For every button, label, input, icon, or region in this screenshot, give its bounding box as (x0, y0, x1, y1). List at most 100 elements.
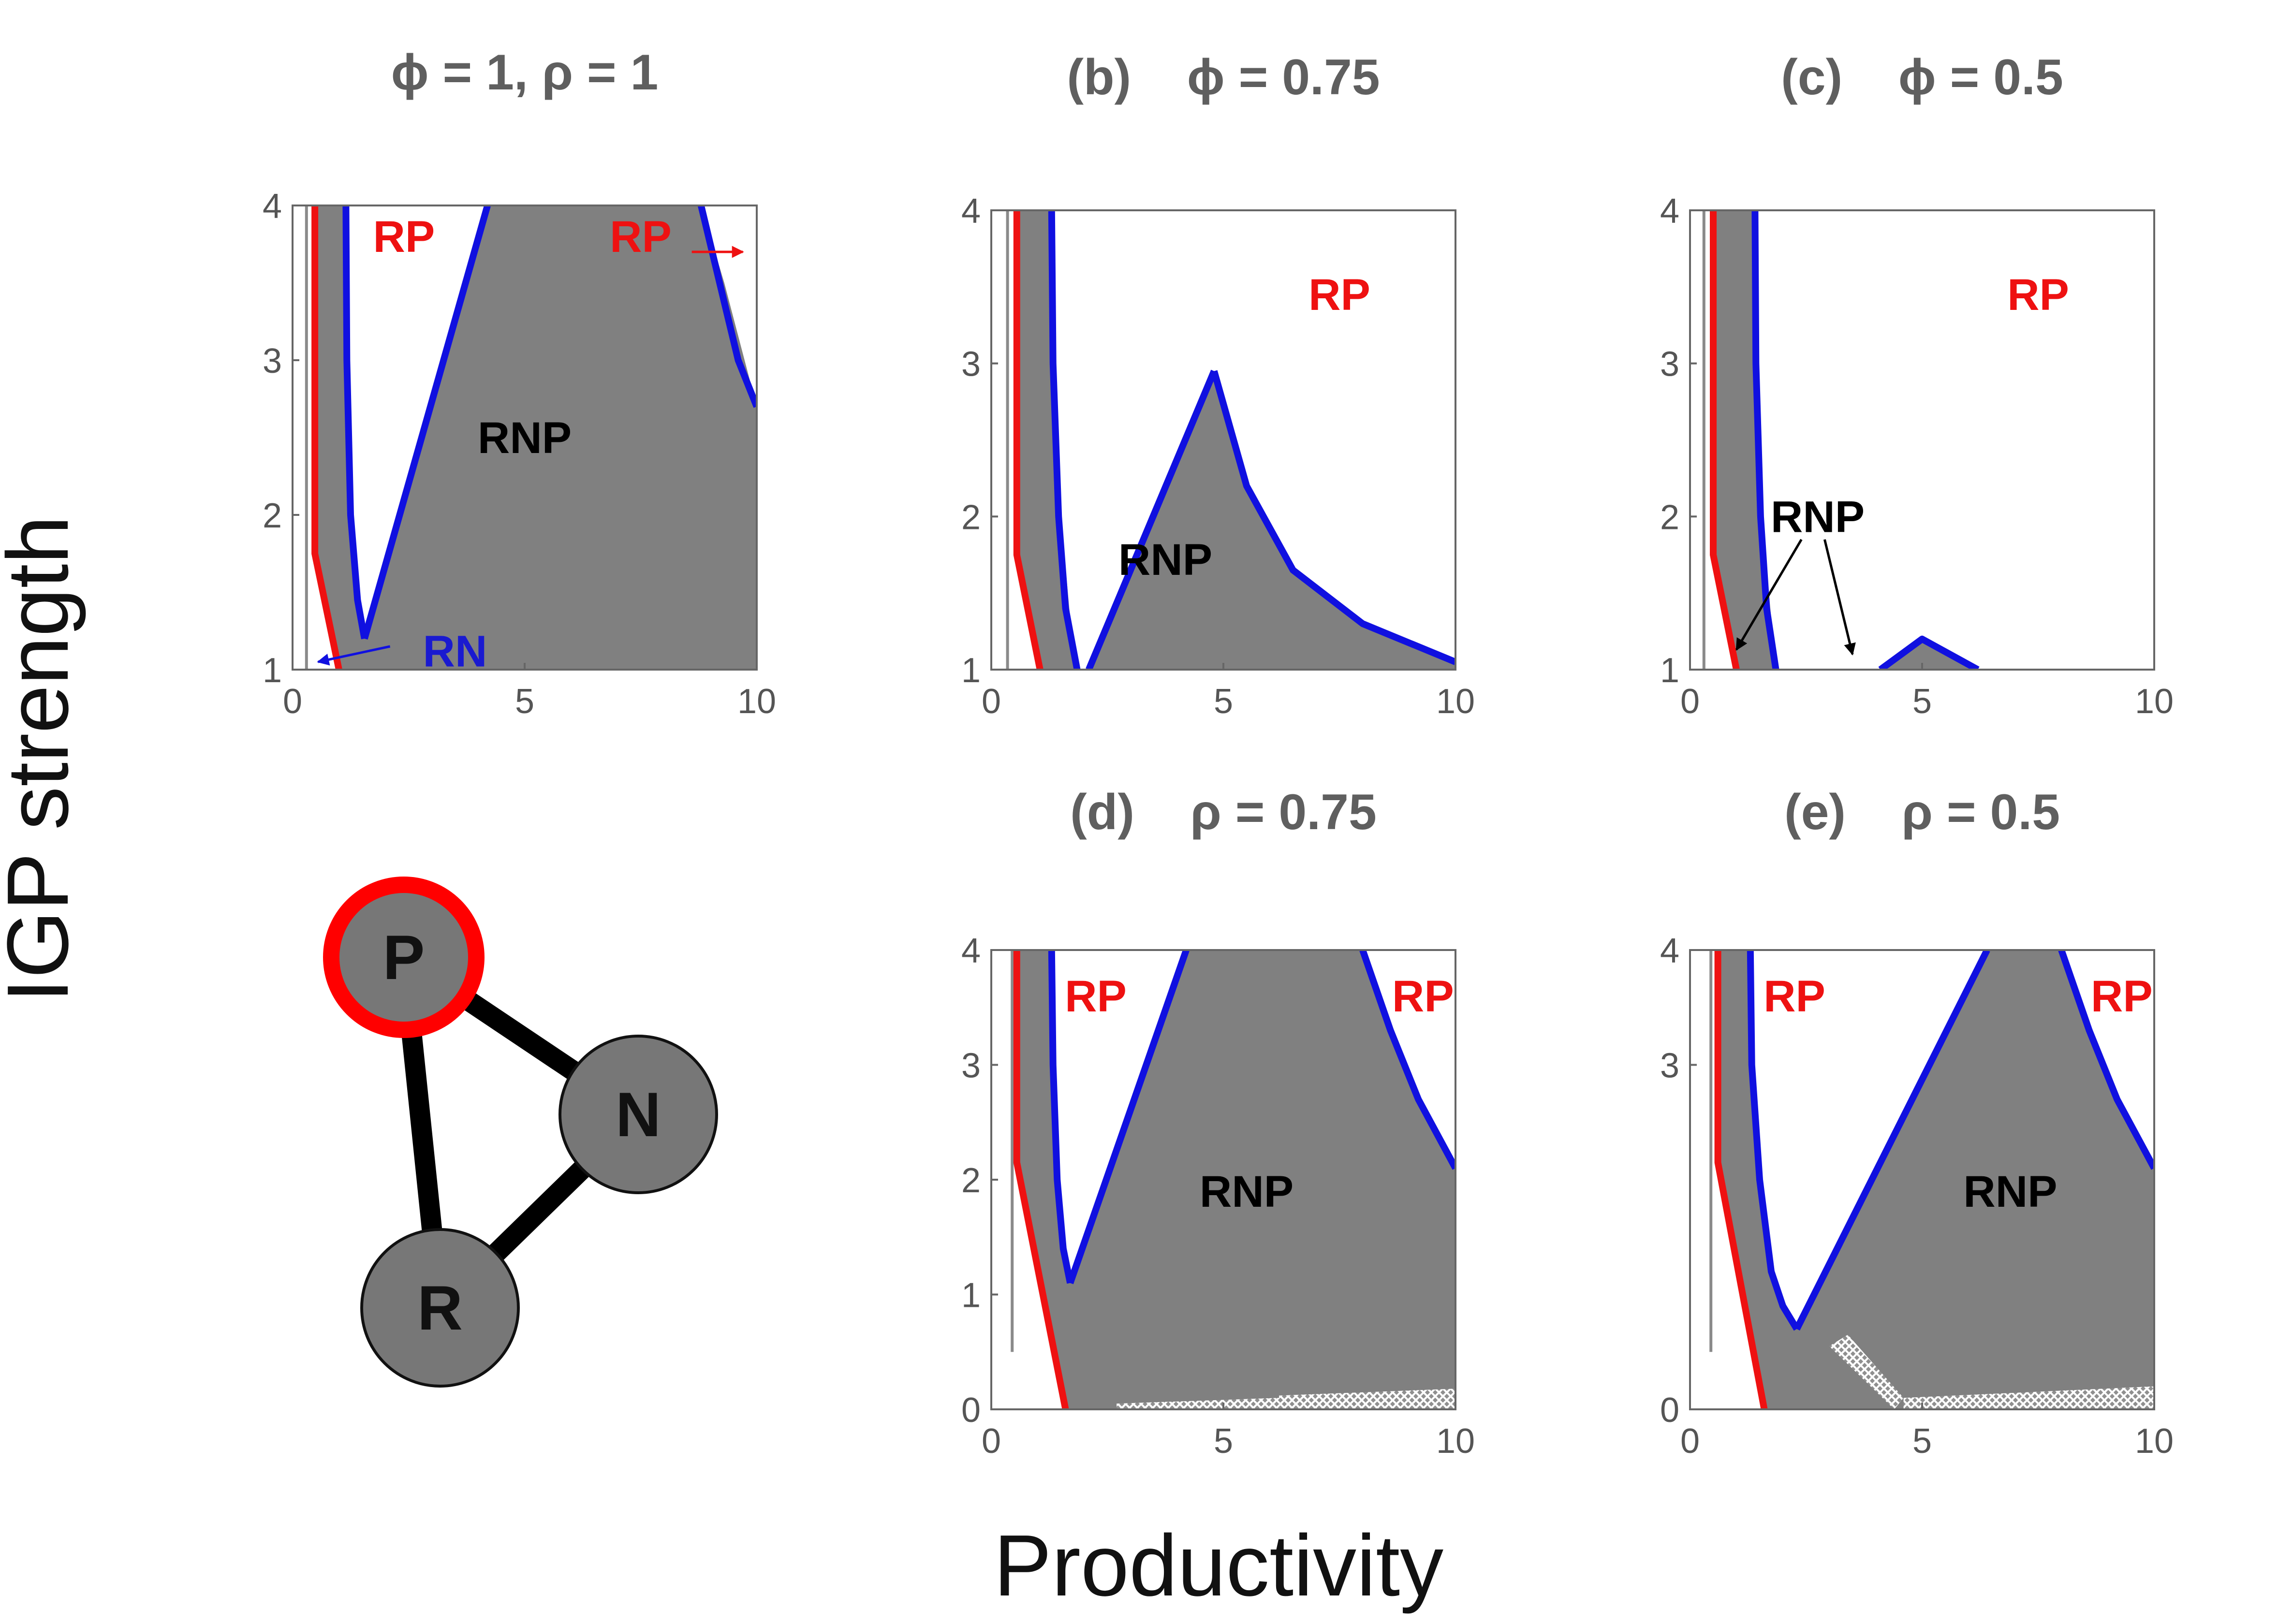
blue-boundary-0 (1048, 210, 1081, 670)
x-tick-label: 10 (1436, 1422, 1475, 1461)
panel-b: 0 5 10 1 2 3 4 (b) ϕ = 0.75 RP RNP (961, 49, 1475, 721)
region-label-rp: RP (1308, 270, 1370, 320)
y-tick-label: 1 (961, 1276, 981, 1315)
panel-d: 0 5 10 0 1 2 3 4 (d) ρ = 0.75 RP RP RNP (961, 784, 1475, 1461)
hatched-region-secondary (1903, 1386, 2154, 1409)
red-boundary-0 (1013, 210, 1044, 670)
panel-c: 0 5 10 1 2 3 4 (c) ϕ = 0.5 RP RNP (1660, 49, 2174, 721)
blue-boundary-0 (1048, 950, 1074, 1284)
x-tick-label: 5 (1214, 682, 1233, 721)
annotation-arrow (1735, 539, 1803, 651)
node-n (559, 1035, 718, 1194)
blue-boundary-1 (1878, 635, 1980, 670)
y-tick-label: 1 (1660, 651, 1679, 690)
x-tick-label: 5 (1214, 1422, 1233, 1461)
plot-area (1006, 210, 1455, 670)
x-tick-label: 0 (982, 682, 1001, 721)
x-tick-label: 5 (1912, 1422, 1932, 1461)
hatched-region (1117, 1398, 1279, 1409)
x-tick-label: 10 (2135, 1422, 2174, 1461)
y-tick-label: 2 (961, 498, 981, 537)
y-tick-label: 0 (1660, 1391, 1679, 1430)
x-tick-label: 0 (1680, 682, 1700, 721)
plot-area (1709, 950, 2154, 1409)
rnp-region (1016, 210, 1455, 670)
region-label-rnp: RNP (478, 413, 572, 463)
x-axis-label: Productivity (994, 1517, 1443, 1614)
x-tick-label: 10 (1436, 682, 1475, 721)
panel-a: 0 5 10 1 2 3 4 ϕ = 1, ρ = 1 RP RP RNP RN (263, 44, 776, 721)
panel-title: (e) ρ = 0.5 (1784, 784, 2060, 840)
blue-boundary-1 (1086, 369, 1218, 670)
rnp-region (315, 205, 757, 670)
plot-area (305, 205, 757, 670)
plot-area (1011, 950, 1455, 1409)
blue-boundary-0 (342, 205, 368, 640)
y-tick-label: 3 (961, 345, 981, 384)
panel-title: (c) ϕ = 0.5 (1781, 49, 2063, 105)
x-tick-label: 10 (737, 682, 776, 721)
hatched-region-secondary (1279, 1389, 1455, 1409)
rnp-region (1718, 950, 2154, 1409)
region-label-rp: RP (610, 212, 672, 262)
y-tick-label: 3 (1660, 1047, 1679, 1085)
blue-boundary-2 (1211, 370, 1455, 665)
region-label-rp: RP (1764, 972, 1825, 1021)
red-boundary-0 (1714, 950, 1768, 1409)
y-tick-label: 0 (961, 1391, 981, 1430)
red-boundary-0 (311, 205, 342, 670)
plot-area (1702, 210, 1980, 670)
x-tick-label: 0 (1680, 1422, 1700, 1461)
annotation-arrow (317, 645, 391, 666)
y-tick-label: 2 (961, 1161, 981, 1200)
node-label-n: N (616, 1079, 661, 1150)
red-boundary-0 (1710, 210, 1740, 670)
rnp-region (1016, 950, 1455, 1409)
blue-boundary-2 (697, 205, 757, 408)
hatched-region (1829, 1334, 1904, 1409)
region-label-rp: RP (373, 212, 435, 262)
region-label-rnp: RNP (1118, 535, 1212, 585)
y-axis-label: IGP strength (0, 515, 87, 1002)
y-tick-label: 2 (263, 497, 282, 535)
region-label-rp: RP (2091, 972, 2153, 1021)
panel-title: (d) ρ = 0.75 (1070, 784, 1377, 840)
y-tick-label: 4 (263, 187, 282, 226)
blue-boundary-0 (1747, 950, 1800, 1331)
rnp-region-secondary (1880, 639, 1978, 670)
blue-boundary-1 (1067, 950, 1190, 1285)
y-tick-label: 4 (961, 192, 981, 231)
y-tick-label: 4 (1660, 932, 1679, 970)
node-p (323, 877, 485, 1038)
y-tick-label: 2 (1660, 498, 1679, 537)
y-tick-label: 3 (263, 342, 282, 380)
food-web-diagram: P N R (323, 877, 718, 1388)
annotation-arrow (1823, 539, 1856, 656)
region-label-rp: RP (1392, 972, 1454, 1021)
x-tick-label: 5 (515, 682, 534, 721)
y-tick-label: 3 (1660, 345, 1679, 384)
y-tick-label: 3 (961, 1047, 981, 1085)
node-r (360, 1228, 520, 1388)
region-label-rp: RP (2007, 270, 2069, 320)
blue-boundary-2 (1359, 950, 1455, 1170)
region-label-rnp: RNP (1771, 492, 1865, 541)
node-label-r: R (417, 1273, 463, 1343)
red-boundary-0 (1013, 950, 1069, 1409)
node-label-p: P (383, 922, 425, 993)
x-tick-label: 5 (1912, 682, 1932, 721)
region-label-rnp: RNP (1200, 1167, 1293, 1216)
blue-boundary-1 (1793, 950, 1990, 1331)
x-tick-label: 0 (283, 682, 302, 721)
region-label-rp: RP (1065, 972, 1127, 1021)
y-tick-label: 4 (1660, 192, 1679, 231)
blue-boundary-0 (1751, 210, 1779, 670)
x-tick-label: 0 (982, 1422, 1001, 1461)
y-tick-label: 1 (263, 651, 282, 690)
region-label-rn: RN (423, 627, 487, 676)
panel-title: ϕ = 1, ρ = 1 (391, 44, 659, 101)
panel-e: 0 5 10 0 3 4 (e) ρ = 0.5 RP RP RNP (1660, 784, 2174, 1461)
x-tick-label: 10 (2135, 682, 2174, 721)
blue-boundary-2 (2058, 950, 2154, 1170)
